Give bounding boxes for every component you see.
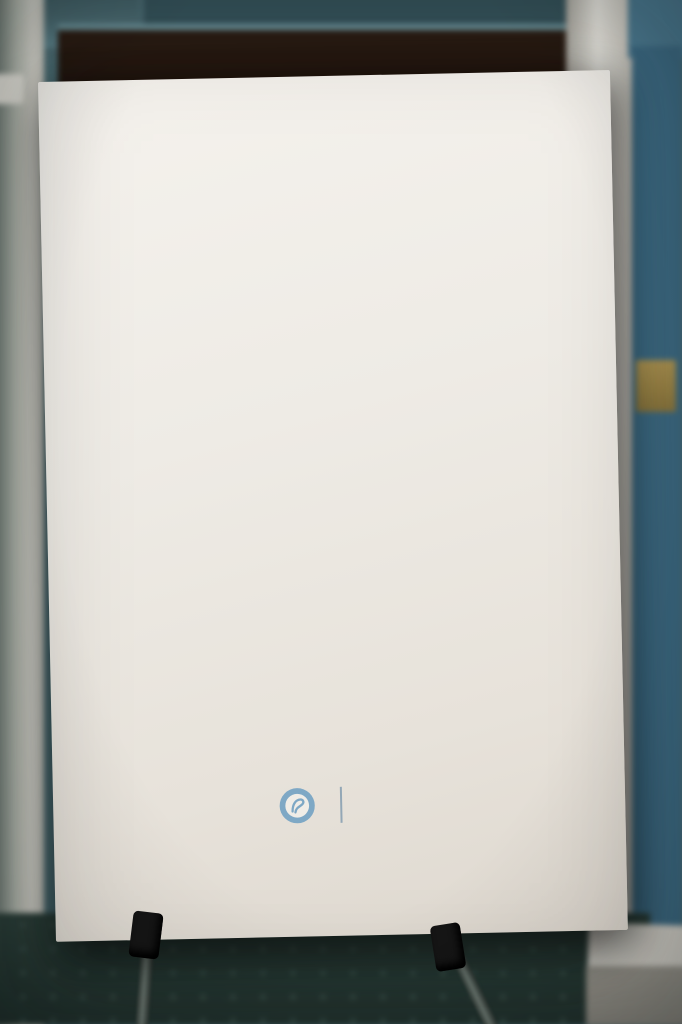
stat-health-centers bbox=[178, 435, 473, 488]
stats-block bbox=[178, 435, 474, 535]
map1-legend bbox=[178, 367, 288, 391]
us-dot-map-health-centers bbox=[81, 227, 555, 439]
us-dot-map-planned-parenthood bbox=[68, 549, 558, 773]
left-frame-highlight bbox=[0, 74, 24, 104]
left-door-frame bbox=[0, 0, 44, 1024]
stat-planned-parenthood-value bbox=[179, 509, 297, 511]
charlotte-lozier-institute-logo bbox=[358, 787, 401, 822]
map-planned-parenthood-locations bbox=[68, 549, 558, 773]
stat-health-centers-value bbox=[178, 462, 296, 464]
footnote-2-text bbox=[111, 835, 590, 845]
brass-hinge bbox=[636, 360, 676, 412]
stat-planned-parenthood bbox=[179, 482, 474, 535]
sba-prolife-america-logo bbox=[278, 786, 325, 825]
map-community-health-centers bbox=[81, 227, 555, 439]
stat-health-centers-label bbox=[296, 455, 304, 470]
sba-cameo-icon bbox=[279, 788, 316, 824]
infographic-poster bbox=[38, 70, 628, 942]
poster-title-banner bbox=[67, 113, 583, 202]
physical-location-dot-icon bbox=[169, 713, 176, 720]
easel-clip-left bbox=[128, 910, 164, 960]
footnote-1-text bbox=[111, 835, 590, 845]
gray-carpet bbox=[586, 966, 682, 1024]
legend-item-fqhc bbox=[178, 367, 288, 378]
easel-leg-left bbox=[135, 947, 154, 1024]
legend-item-physical bbox=[169, 709, 279, 720]
cli-starburst-icon bbox=[358, 787, 393, 822]
footnotes bbox=[98, 835, 590, 845]
organization-logos bbox=[53, 780, 626, 830]
teal-door bbox=[632, 46, 682, 951]
footnote-1 bbox=[98, 835, 590, 845]
rhc-dot-icon bbox=[178, 384, 185, 391]
map2-legend bbox=[169, 709, 279, 733]
fqhc-dot-icon bbox=[178, 371, 185, 378]
logo-divider bbox=[340, 786, 343, 823]
virtual-location-dot-icon bbox=[170, 726, 177, 733]
footnote-2 bbox=[98, 835, 590, 845]
